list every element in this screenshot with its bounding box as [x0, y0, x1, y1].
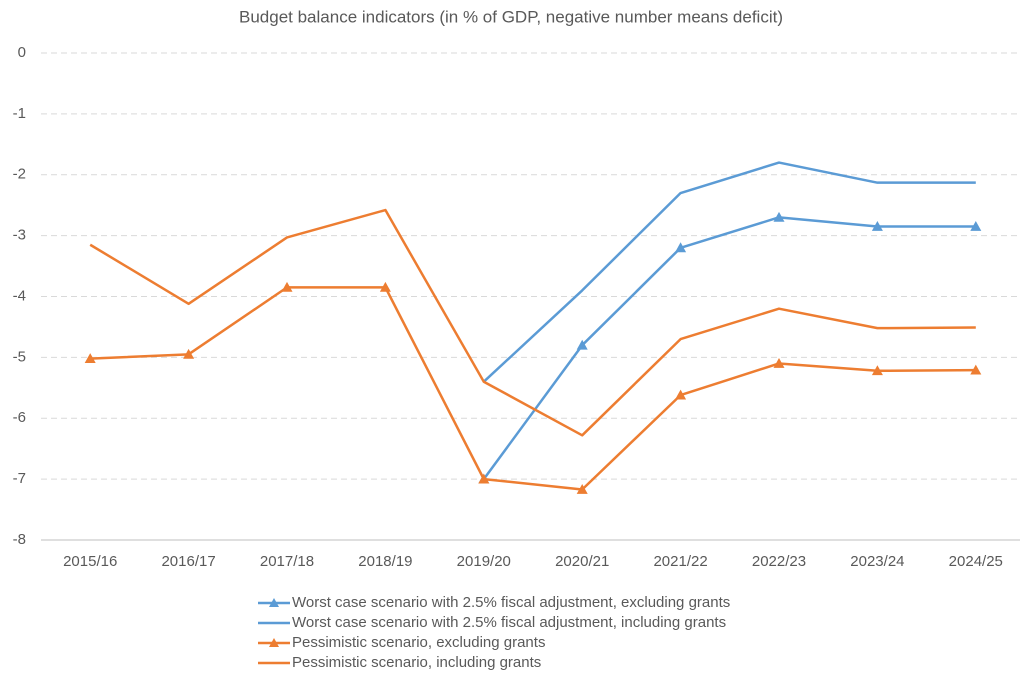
x-tick-label: 2017/18 — [260, 553, 314, 570]
y-tick-label: -6 — [13, 409, 26, 426]
legend-label: Pessimistic scenario, excluding grants — [292, 634, 545, 651]
x-tick-label: 2023/24 — [850, 553, 904, 570]
marker — [478, 473, 490, 484]
marker — [773, 211, 785, 222]
y-tick-label: -2 — [13, 166, 26, 183]
x-tick-label: 2019/20 — [457, 553, 511, 570]
x-tick-label: 2016/17 — [161, 553, 215, 570]
legend-marker — [269, 598, 279, 607]
series-line — [90, 286, 976, 491]
marker — [871, 365, 883, 376]
legend-marker — [269, 638, 279, 647]
y-tick-label: -5 — [13, 348, 26, 365]
marker — [576, 339, 588, 350]
x-tick-label: 2020/21 — [555, 553, 609, 570]
y-tick-label: -4 — [13, 287, 26, 304]
series-line — [482, 161, 976, 383]
y-tick-label: 0 — [18, 44, 26, 61]
x-tick-label: 2022/23 — [752, 553, 806, 570]
marker — [871, 220, 883, 231]
legend-label: Pessimistic scenario, including grants — [292, 654, 541, 671]
y-tick-label: -1 — [13, 105, 26, 122]
y-tick-label: -7 — [13, 470, 26, 487]
chart-title: Budget balance indicators (in % of GDP, … — [239, 7, 783, 26]
marker — [183, 348, 195, 359]
legend-label: Worst case scenario with 2.5% fiscal adj… — [292, 614, 726, 631]
marker — [675, 389, 687, 400]
y-tick-label: -3 — [13, 227, 26, 244]
x-tick-label: 2018/19 — [358, 553, 412, 570]
marker — [84, 353, 96, 363]
marker — [970, 220, 982, 231]
series-line — [89, 208, 976, 437]
y-tick-label: -8 — [13, 531, 26, 548]
marker — [773, 357, 785, 368]
marker — [576, 483, 588, 494]
x-tick-label: 2015/16 — [63, 553, 117, 570]
x-tick-label: 2024/25 — [949, 553, 1003, 570]
marker — [970, 364, 982, 375]
marker — [675, 242, 687, 253]
marker — [379, 281, 391, 292]
x-tick-label: 2021/22 — [653, 553, 707, 570]
series-line — [482, 216, 976, 480]
marker — [281, 281, 293, 292]
legend-label: Worst case scenario with 2.5% fiscal adj… — [292, 594, 730, 611]
